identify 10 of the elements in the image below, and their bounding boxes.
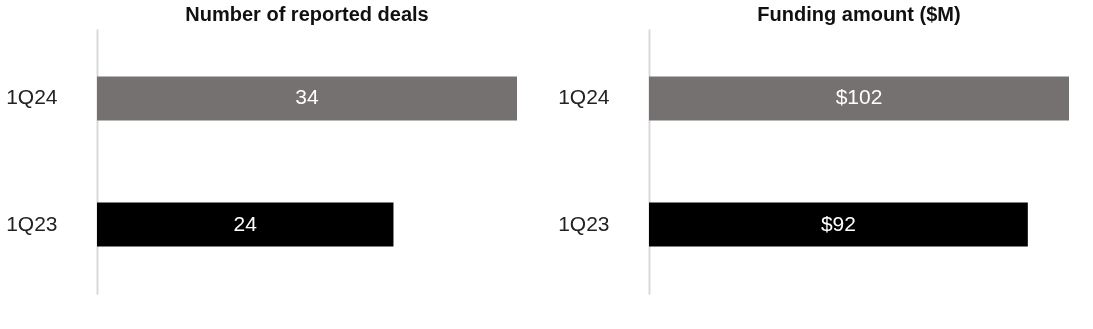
- y-tick-label: 1Q23: [6, 211, 58, 235]
- data-label: $102: [835, 85, 883, 109]
- chart-title: Number of reported deals: [185, 3, 429, 25]
- chart-title: Funding amount ($M): [757, 3, 961, 25]
- data-label: 24: [233, 211, 258, 235]
- y-tick-label: 1Q23: [558, 211, 610, 235]
- y-tick-label: 1Q24: [558, 85, 610, 109]
- y-tick-label: 1Q24: [6, 85, 58, 109]
- data-label: $92: [820, 211, 856, 235]
- data-label: 34: [295, 85, 319, 109]
